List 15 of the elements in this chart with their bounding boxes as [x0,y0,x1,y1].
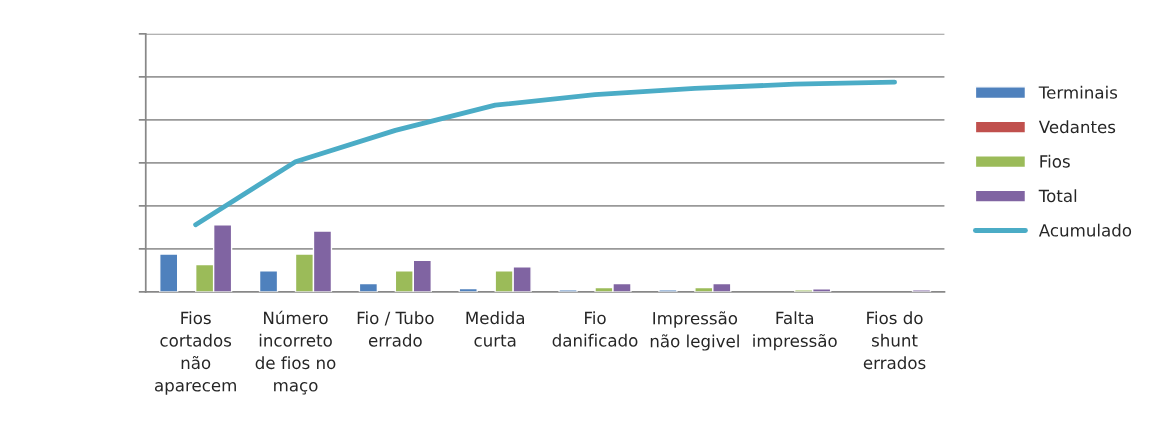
x-tick-label: Número incorreto de fios no maço [255,310,336,395]
x-tick-label: Fios do shunt errados [863,311,926,370]
legend-label: Total [1038,189,1077,203]
legend-label: Vedantes [1038,120,1116,134]
x-tick-label: Medida curta [466,311,524,347]
x-tick-label: Fio / Tubo errado [357,311,434,347]
bar [258,270,279,292]
legend-label: Terminais [1038,85,1118,99]
x-tick-label: Fio danificado [552,311,638,347]
x-tick-label: Impressão não legivel [650,311,739,351]
bar [159,253,179,292]
legend-label: Fios [1040,154,1070,168]
legend-label: Acumulado [1038,223,1132,237]
x-tick-label: Fios cortados não aparecem [154,311,236,395]
x-tick-label: Falta impressão [753,311,837,351]
